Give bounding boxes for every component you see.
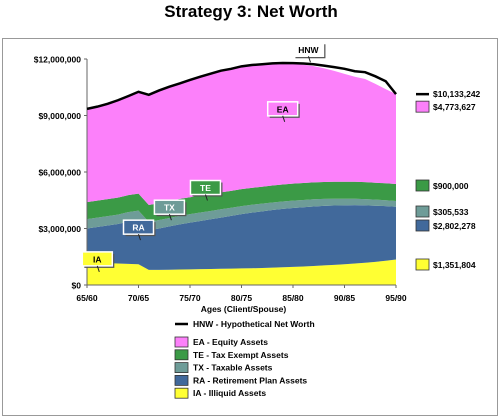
svg-text:$4,773,627: $4,773,627 — [433, 102, 476, 112]
end-value-ra: $2,802,278 — [415, 219, 476, 232]
svg-text:RA: RA — [132, 223, 144, 233]
svg-text:$10,133,242: $10,133,242 — [433, 89, 481, 99]
legend-item-te: TE - Tax Exempt Assets — [174, 349, 289, 361]
svg-text:RA - Retirement Plan Assets: RA - Retirement Plan Assets — [193, 375, 307, 385]
legend-item-ea: EA - Equity Assets — [174, 336, 268, 348]
svg-text:EA: EA — [277, 104, 289, 114]
callout-ea: EA — [266, 101, 300, 122]
x-axis-title: Ages (Client/Spouse) — [201, 304, 287, 314]
area-ra-retirement-plan-assets — [87, 205, 396, 270]
y-tick-label: $9,000,000 — [38, 111, 81, 121]
svg-text:EA - Equity Assets: EA - Equity Assets — [193, 337, 268, 347]
chart-title: Strategy 3: Net Worth — [164, 2, 338, 21]
x-tick-label: 75/70 — [179, 293, 201, 303]
svg-text:$305,533: $305,533 — [433, 207, 469, 217]
x-tick-label: 80/75 — [231, 293, 253, 303]
callout-hnw: HNW — [292, 41, 326, 63]
svg-text:TX: TX — [164, 203, 175, 213]
hnw-line — [86, 61, 397, 111]
callout-ia: IA — [81, 251, 115, 273]
y-tick-label: $6,000,000 — [38, 168, 81, 178]
svg-text:TX - Taxable Assets: TX - Taxable Assets — [193, 363, 273, 373]
x-tick-label: 90/85 — [334, 293, 356, 303]
legend-item-hnw: HNW - Hypothetical Net Worth — [175, 319, 315, 329]
end-value-hnw: $10,133,242 — [416, 89, 481, 99]
callout-ra: RA — [122, 219, 156, 241]
area-ea-equity-assets — [87, 63, 396, 205]
end-value-ia: $1,351,804 — [415, 258, 476, 271]
svg-text:$900,000: $900,000 — [433, 181, 469, 191]
x-tick-label: 65/60 — [76, 293, 98, 303]
svg-text:$1,351,804: $1,351,804 — [433, 260, 476, 270]
y-tick-label: $3,000,000 — [38, 224, 81, 234]
svg-text:TE - Tax Exempt Assets: TE - Tax Exempt Assets — [193, 350, 289, 360]
x-tick-label: 70/65 — [128, 293, 150, 303]
svg-text:HNW: HNW — [298, 45, 319, 55]
svg-text:HNW - Hypothetical Net Worth: HNW - Hypothetical Net Worth — [193, 319, 315, 329]
legend-item-ia: IA - Illiquid Assets — [174, 387, 266, 399]
chart-frame: $0 $3,000,000 $6,000,000 $9,000,000 $12,000,… — [2, 38, 498, 416]
legend-item-tx: TX - Taxable Assets — [174, 362, 273, 374]
y-tick-label: $12,000,000 — [34, 55, 82, 65]
end-value-tx: $305,533 — [415, 205, 469, 218]
end-value-ea: $4,773,627 — [415, 100, 476, 113]
callout-tx: TX — [153, 199, 187, 221]
svg-text:TE: TE — [200, 183, 211, 193]
end-value-te: $900,000 — [415, 179, 469, 192]
legend-item-ra: RA - Retirement Plan Assets — [174, 374, 307, 386]
area-tx-taxable-assets — [87, 198, 396, 231]
net-worth-chart: $0 $3,000,000 $6,000,000 $9,000,000 $12,000,… — [34, 41, 481, 399]
x-tick-label: 85/80 — [282, 293, 304, 303]
svg-text:IA - Illiquid Assets: IA - Illiquid Assets — [193, 388, 266, 398]
callout-te: TE — [189, 179, 223, 201]
svg-text:$2,802,278: $2,802,278 — [433, 221, 476, 231]
x-tick-label: 95/90 — [385, 293, 407, 303]
area-ia-illiquid-assets — [87, 259, 396, 285]
svg-text:IA: IA — [93, 254, 102, 264]
y-tick-label: $0 — [72, 281, 82, 291]
